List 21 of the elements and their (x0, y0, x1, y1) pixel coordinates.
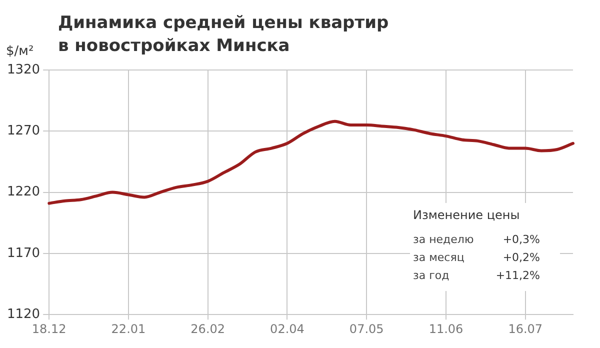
y-tick-label: 1120 (6, 306, 40, 322)
x-tick-label: 11.06 (428, 322, 464, 336)
x-tick-label: 22.01 (111, 322, 146, 336)
y-tick-label: 1320 (6, 62, 40, 78)
y-tick-label: 1220 (6, 184, 40, 200)
y-tick-label: 1170 (6, 246, 40, 261)
annotation: +0,2% (502, 250, 540, 264)
x-tick-label: 02.04 (270, 322, 304, 336)
annotation: за месяц (413, 250, 464, 264)
y-tick-label: 1270 (6, 124, 40, 139)
x-tick-label: 26.02 (190, 322, 226, 336)
chart-title: Динамика средней цены квартир в новостройках Минска (58, 12, 389, 58)
y-axis-title: $/м² (6, 44, 34, 59)
annotation: за год (413, 268, 450, 282)
annotation: Изменение цены (413, 208, 520, 222)
x-tick-label: 16.07 (508, 322, 543, 336)
x-tick-label: 07.05 (349, 322, 384, 336)
annotation: за неделю (413, 232, 474, 246)
x-tick-label: 18.12 (32, 322, 66, 336)
annotation: +0,3% (502, 232, 540, 246)
annotation: +11,2% (496, 268, 540, 282)
